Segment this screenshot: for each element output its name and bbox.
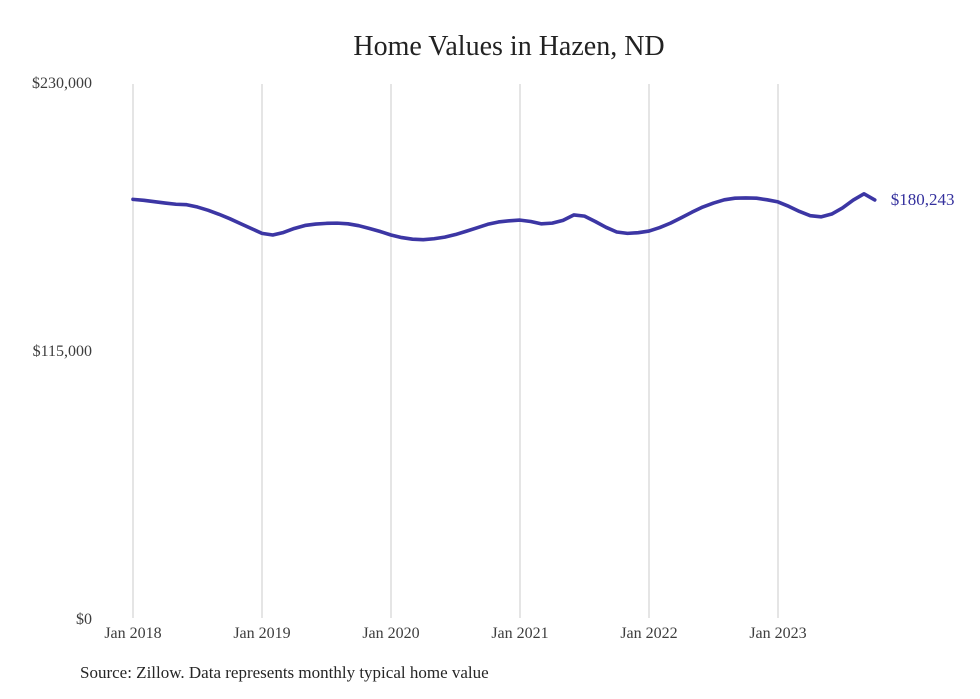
gridlines-group bbox=[132, 84, 779, 618]
home-value-line bbox=[131, 191, 877, 242]
y-axis-label: $115,000 bbox=[32, 343, 92, 360]
source-note: Source: Zillow. Data represents monthly … bbox=[80, 663, 489, 682]
x-axis-label: Jan 2020 bbox=[362, 625, 420, 642]
chart-title: Home Values in Hazen, ND bbox=[353, 31, 665, 62]
x-axis-label: Jan 2019 bbox=[233, 625, 291, 642]
current-value-label: $180,243 bbox=[890, 189, 955, 209]
x-axis-label: Jan 2022 bbox=[620, 625, 678, 642]
y-axis-label: $0 bbox=[76, 611, 92, 628]
x-axis-label: Jan 2018 bbox=[104, 625, 162, 642]
x-axis-label: Jan 2023 bbox=[749, 625, 807, 642]
y-axis-label: $230,000 bbox=[32, 75, 92, 92]
x-axis-label: Jan 2021 bbox=[491, 625, 549, 642]
